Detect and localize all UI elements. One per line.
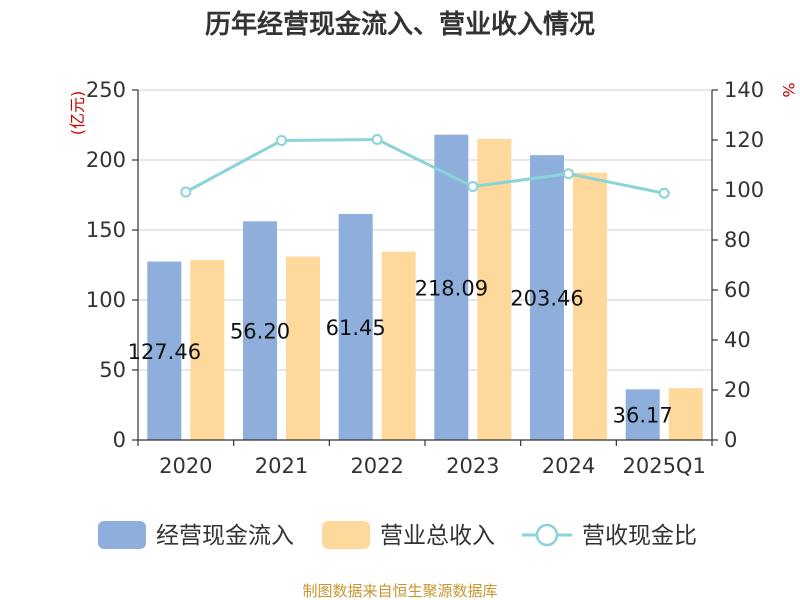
left-axis-tick-label: 50 [99, 358, 126, 382]
right-axis-tick-label: 20 [724, 378, 751, 402]
axes: 0 50 100 150 200 250 0 20 40 60 80 100 120 140 2020 202… [86, 78, 764, 478]
bar [147, 261, 182, 440]
right-axis-tick-label: 40 [724, 328, 751, 352]
bar [190, 259, 225, 440]
ratio-line [180, 134, 670, 199]
right-axis-tick-label: 140 [724, 78, 764, 102]
bar [625, 389, 660, 440]
bar-data-label: 36.17 [613, 404, 673, 428]
legend-label: 经营现金流入 [156, 523, 294, 549]
bar [477, 139, 512, 440]
x-axis-tick-label: 2021 [255, 454, 308, 478]
legend: 经营现金流入 营业总收入 营收现金比 [98, 521, 697, 549]
bar-data-label: 127.46 [128, 340, 201, 364]
bar [573, 172, 607, 440]
left-axis-tick-label: 100 [86, 288, 126, 312]
ratio-line-point [658, 187, 670, 199]
bars [147, 134, 703, 440]
right-axis-tick-label: 80 [724, 228, 751, 252]
left-axis-tick-label: 250 [86, 78, 126, 102]
legend-label: 营收现金比 [582, 523, 697, 549]
right-axis-tick-label: 60 [724, 278, 751, 302]
ratio-line-point [180, 186, 192, 198]
bar [286, 256, 320, 440]
bar [243, 221, 277, 440]
x-axis-tick-label: 2022 [350, 454, 403, 478]
legend-label: 营业总收入 [380, 523, 495, 549]
ratio-line-point [563, 168, 574, 180]
left-axis-tick-label: 0 [113, 428, 126, 452]
right-axis-tick-label: 120 [724, 128, 764, 152]
source-note: 制图数据来自恒生聚源数据库 [302, 582, 497, 600]
ratio-line-point [276, 135, 287, 146]
chart-title: 历年经营现金流入、营业收入情况 [205, 9, 595, 40]
x-axis-tick-label: 2023 [446, 454, 499, 478]
bar-data-label: 61.45 [326, 316, 386, 340]
legend-marker [535, 523, 559, 547]
bar-data-label: 56.20 [230, 320, 290, 344]
bar [434, 134, 469, 440]
bar [668, 388, 703, 440]
right-axis-tick-label: 0 [724, 428, 737, 452]
ratio-line-point [467, 181, 479, 192]
left-axis-tick-label: 150 [86, 218, 126, 242]
x-axis-tick-label: 2025Q1 [622, 454, 705, 478]
bar [381, 251, 416, 440]
right-axis-tick-label: 100 [724, 178, 764, 202]
legend-swatch [322, 521, 370, 549]
x-axis-tick-label: 2024 [542, 454, 595, 478]
ratio-line-point [371, 134, 383, 145]
left-axis-tick-label: 200 [86, 148, 126, 172]
legend-swatch [98, 521, 146, 549]
x-axis-tick-label: 2020 [159, 454, 212, 478]
right-axis-unit: % [779, 82, 798, 97]
data-labels: 127.46 56.20 61.45 218.09 203.46 36.17 [128, 276, 673, 427]
ratio-line-path [185, 137, 665, 195]
bar [530, 155, 564, 440]
left-axis-unit: (亿元) [68, 91, 87, 136]
bar-data-label: 218.09 [415, 276, 488, 300]
bar [338, 213, 373, 440]
bar-data-label: 203.46 [510, 287, 583, 311]
